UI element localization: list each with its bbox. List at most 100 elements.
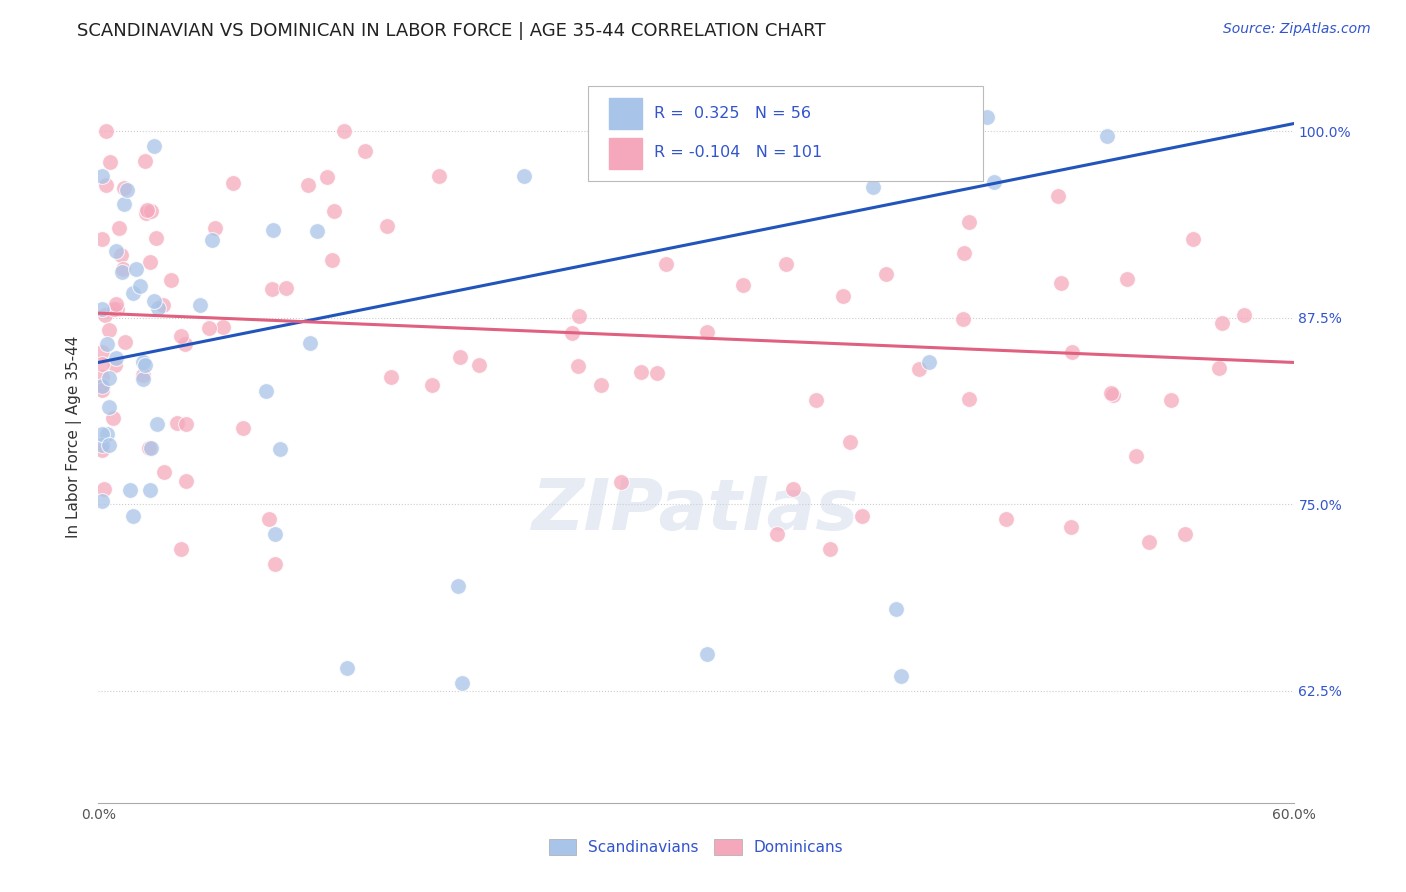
Point [380, 370, 402, 384]
Point [97, 323, 120, 337]
Point [782, 482, 804, 496]
Point [420, 378, 443, 392]
Point [132, 355, 155, 369]
Point [696, 647, 718, 661]
Point [568, 309, 591, 323]
Point [174, 337, 197, 351]
Point [101, 411, 124, 425]
Point [957, 392, 980, 407]
Point [174, 474, 197, 488]
Point [447, 579, 470, 593]
Point [129, 279, 152, 293]
Point [145, 231, 167, 245]
Point [91, 357, 114, 371]
Point [918, 139, 941, 153]
Point [91, 369, 114, 384]
Point [883, 119, 905, 133]
Point [139, 441, 162, 455]
Point [321, 252, 343, 267]
Point [983, 175, 1005, 189]
Point [1099, 386, 1122, 401]
Point [1211, 317, 1233, 331]
Point [918, 355, 941, 369]
Text: R = -0.104   N = 101: R = -0.104 N = 101 [654, 145, 823, 160]
Point [884, 601, 907, 615]
Point [322, 203, 344, 218]
Point [336, 661, 359, 675]
Point [610, 475, 633, 489]
Point [449, 351, 471, 365]
Point [122, 285, 145, 300]
Point [305, 224, 328, 238]
Point [174, 417, 197, 431]
Point [1181, 232, 1204, 246]
Point [276, 281, 298, 295]
Point [1102, 388, 1125, 402]
Point [354, 144, 377, 158]
Point [1160, 393, 1182, 408]
Point [97, 400, 120, 414]
Point [98, 155, 121, 169]
Point [976, 110, 998, 124]
Point [451, 676, 474, 690]
Point [1047, 188, 1070, 202]
Point [1050, 276, 1073, 290]
Point [1208, 361, 1230, 376]
Point [908, 362, 931, 376]
Point [135, 202, 157, 217]
Point [112, 262, 135, 277]
Point [254, 384, 277, 399]
Point [166, 416, 188, 430]
Point [143, 293, 166, 308]
Point [105, 302, 128, 317]
Point [103, 301, 125, 316]
Point [134, 358, 156, 372]
Legend: Scandinavians, Dominicans: Scandinavians, Dominicans [543, 833, 849, 861]
Point [1174, 527, 1197, 541]
Point [197, 321, 219, 335]
Point [91, 344, 114, 359]
Point [91, 438, 114, 452]
Point [269, 442, 291, 456]
Point [204, 221, 226, 235]
Point [110, 248, 132, 262]
Point [97, 437, 120, 451]
Point [377, 219, 399, 234]
Point [890, 669, 912, 683]
Point [786, 159, 808, 173]
Point [953, 246, 976, 260]
Point [143, 139, 166, 153]
Y-axis label: In Labor Force | Age 35-44: In Labor Force | Age 35-44 [66, 336, 83, 538]
Point [766, 527, 789, 541]
Point [839, 435, 862, 450]
Point [1137, 534, 1160, 549]
Point [132, 371, 155, 385]
Point [111, 265, 134, 279]
Point [630, 365, 652, 379]
Point [211, 320, 233, 334]
Point [91, 379, 114, 393]
Point [146, 301, 169, 315]
Point [141, 204, 163, 219]
Point [299, 336, 322, 351]
Point [333, 124, 356, 138]
Point [792, 157, 814, 171]
Point [831, 289, 853, 303]
Point [262, 282, 284, 296]
Point [1062, 345, 1084, 359]
Point [232, 421, 254, 435]
Point [862, 179, 884, 194]
Point [146, 417, 169, 431]
Point [645, 366, 668, 380]
Point [91, 232, 114, 246]
Point [112, 180, 135, 194]
Point [315, 170, 337, 185]
Point [94, 178, 117, 193]
Point [115, 183, 138, 197]
Point [262, 223, 284, 237]
Text: R =  0.325   N = 56: R = 0.325 N = 56 [654, 106, 811, 121]
Point [201, 233, 224, 247]
Point [589, 378, 612, 392]
Point [806, 393, 828, 408]
Point [97, 370, 120, 384]
